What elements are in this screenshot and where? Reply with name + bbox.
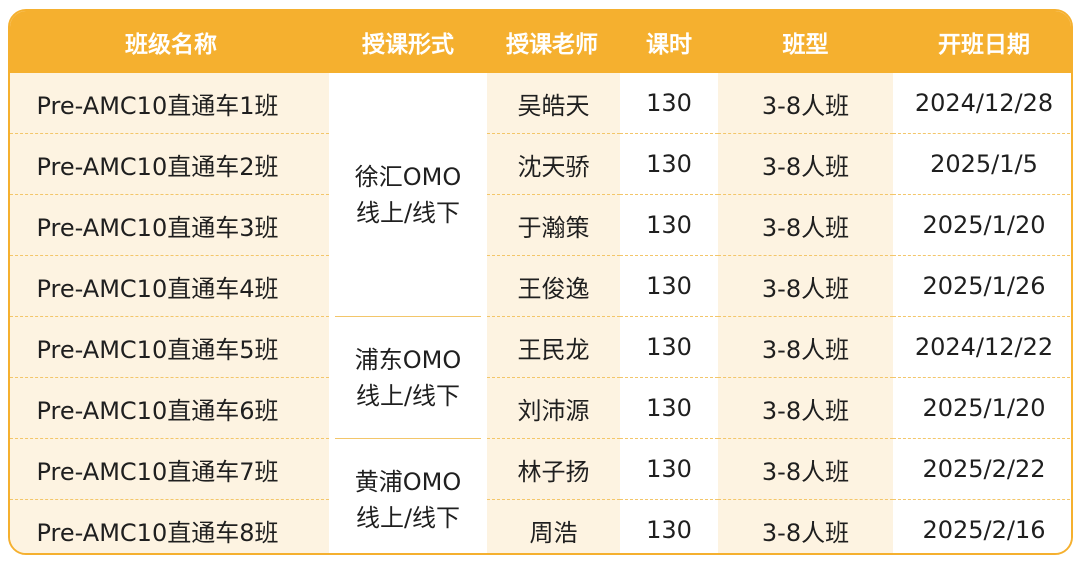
class-size-cell: 3-8人班 (718, 255, 893, 317)
teacher-cell: 王民龙 (484, 316, 620, 378)
start-date-cell: 2025/2/22 (893, 438, 1071, 500)
header-class-name: 班级名称 (10, 11, 332, 73)
hours-cell: 130 (620, 133, 718, 195)
teaching-mode-format: 线上/线下 (355, 381, 461, 410)
table-row: Pre-AMC10直通车6班 刘沛源 130 3-8人班 2025/1/20 (10, 377, 1071, 439)
class-name-cell: Pre-AMC10直通车4班 (10, 255, 332, 317)
table-row: Pre-AMC10直通车5班 浦东OMO 线上/线下 王民龙 130 3-8人班… (10, 316, 1071, 439)
class-name-cell: Pre-AMC10直通车2班 (10, 133, 332, 195)
class-size-cell: 3-8人班 (718, 194, 893, 256)
teacher-cell: 吴皓天 (484, 73, 620, 134)
class-name-cell: Pre-AMC10直通车6班 (10, 377, 332, 439)
teaching-mode-format: 线上/线下 (355, 198, 461, 227)
class-size-cell: 3-8人班 (718, 438, 893, 500)
teacher-cell: 林子扬 (484, 438, 620, 500)
header-teaching-mode: 授课形式 (332, 11, 484, 73)
teaching-mode-format: 线上/线下 (355, 503, 461, 532)
class-name-cell: Pre-AMC10直通车3班 (10, 194, 332, 256)
teaching-mode-cell: 黄浦OMO 线上/线下 (329, 438, 487, 553)
class-size-cell: 3-8人班 (718, 133, 893, 195)
start-date-cell: 2025/1/20 (893, 194, 1071, 256)
start-date-cell: 2025/1/20 (893, 377, 1071, 439)
teacher-cell: 沈天骄 (484, 133, 620, 195)
table-row: Pre-AMC10直通车7班 黄浦OMO 线上/线下 林子扬 130 3-8人班… (10, 438, 1071, 553)
teaching-mode-location: 浦东OMO (354, 345, 462, 374)
class-size-cell: 3-8人班 (718, 73, 893, 134)
header-row: 班级名称 授课形式 授课老师 课时 班型 开班日期 (10, 11, 1071, 73)
class-size-cell: 3-8人班 (718, 499, 893, 553)
teaching-mode-location: 黄浦OMO (354, 467, 462, 496)
teaching-mode-cell: 浦东OMO 线上/线下 (329, 316, 487, 439)
table-row: Pre-AMC10直通车4班 王俊逸 130 3-8人班 2025/1/26 (10, 255, 1071, 317)
class-name-cell: Pre-AMC10直通车1班 (10, 73, 332, 134)
class-size-cell: 3-8人班 (718, 316, 893, 378)
class-schedule-table: 班级名称 授课形式 授课老师 课时 班型 开班日期 Pre-AMC10直通车1班… (10, 11, 1071, 553)
table-row: Pre-AMC10直通车8班 周浩 130 3-8人班 2025/2/16 (10, 499, 1071, 553)
start-date-cell: 2025/1/5 (893, 133, 1071, 195)
table-row: Pre-AMC10直通车3班 于瀚策 130 3-8人班 2025/1/20 (10, 194, 1071, 256)
hours-cell: 130 (620, 194, 718, 256)
header-class-size: 班型 (718, 11, 893, 73)
hours-cell: 130 (620, 73, 718, 134)
table-row: Pre-AMC10直通车1班 徐汇OMO 线上/线下 吴皓天 130 3-8人班… (10, 73, 1071, 317)
start-date-cell: 2025/1/26 (893, 255, 1071, 317)
hours-cell: 130 (620, 255, 718, 317)
hours-cell: 130 (620, 316, 718, 378)
start-date-cell: 2024/12/22 (893, 316, 1071, 378)
teacher-cell: 刘沛源 (484, 377, 620, 439)
header-hours: 课时 (620, 11, 718, 73)
class-name-cell: Pre-AMC10直通车7班 (10, 438, 332, 500)
hours-cell: 130 (620, 377, 718, 439)
class-name-cell: Pre-AMC10直通车5班 (10, 316, 332, 378)
hours-cell: 130 (620, 438, 718, 500)
header-start-date: 开班日期 (893, 11, 1071, 73)
class-name-cell: Pre-AMC10直通车8班 (10, 499, 332, 553)
class-schedule-table-frame: 班级名称 授课形式 授课老师 课时 班型 开班日期 Pre-AMC10直通车1班… (8, 9, 1073, 555)
teacher-cell: 王俊逸 (484, 255, 620, 317)
table-row: Pre-AMC10直通车2班 沈天骄 130 3-8人班 2025/1/5 (10, 133, 1071, 195)
header-teacher: 授课老师 (484, 11, 620, 73)
hours-cell: 130 (620, 499, 718, 553)
class-size-cell: 3-8人班 (718, 377, 893, 439)
teacher-cell: 周浩 (484, 499, 620, 553)
teaching-mode-location: 徐汇OMO (354, 162, 462, 191)
start-date-cell: 2025/2/16 (893, 499, 1071, 553)
teacher-cell: 于瀚策 (484, 194, 620, 256)
teaching-mode-cell: 徐汇OMO 线上/线下 (329, 73, 487, 317)
start-date-cell: 2024/12/28 (893, 73, 1071, 134)
